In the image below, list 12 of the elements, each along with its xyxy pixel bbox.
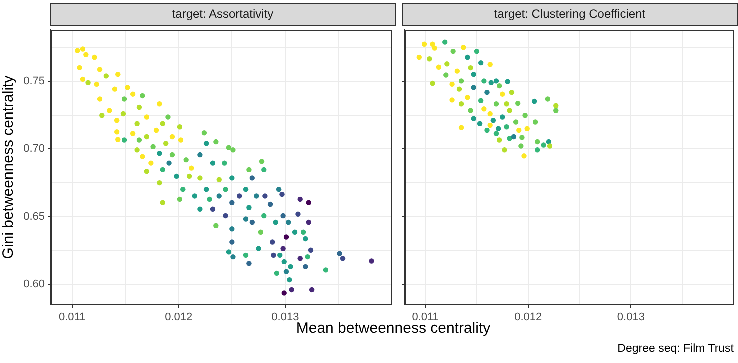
y-tick-label: 0.60 [24, 278, 45, 291]
text: Degree seq: Film Trust [618, 343, 734, 355]
chart-title: target: Clustering Coefficient [402, 3, 738, 26]
y-tick-label: 0.70 [24, 143, 45, 156]
x-tick-label: 0.011 [58, 312, 86, 324]
y-axis-title: Gini betweenness centrality [0, 75, 18, 260]
x-tick-label: 0.012 [165, 312, 193, 324]
y-tick-label: 0.65 [24, 210, 45, 223]
chart-title: target: Assortativity [50, 3, 396, 26]
x-tick-label: 0.012 [514, 312, 542, 324]
x-tick-label: 0.013 [617, 312, 645, 324]
y-tick-label: 0.75 [24, 76, 45, 88]
